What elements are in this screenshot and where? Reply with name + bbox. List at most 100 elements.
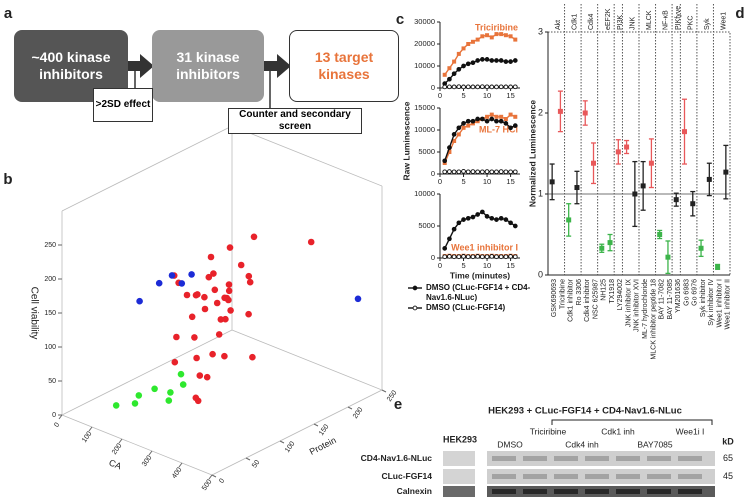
group-label: PI3K — [617, 14, 624, 30]
point — [245, 272, 253, 280]
marker — [498, 58, 504, 63]
y-tick-label: 15000 — [414, 103, 435, 112]
z-axis-label: Cell viability — [28, 287, 39, 340]
marker — [503, 169, 509, 175]
x-tick-label: 300 — [141, 454, 153, 468]
point — [624, 144, 630, 150]
flow-box: 31 kinase inhibitors — [152, 30, 264, 102]
y-tick-label: 100 — [284, 440, 296, 454]
x-axis-label: CA — [108, 457, 123, 471]
point — [196, 372, 204, 379]
x-tick — [208, 474, 213, 480]
marker — [465, 169, 471, 175]
x-axis-label: Time (minutes) — [450, 270, 510, 280]
y-tick — [381, 389, 387, 393]
group-label: JNK — [630, 16, 637, 30]
x-tick-label: Syk inhibitor IV — [708, 279, 715, 326]
marker — [456, 169, 462, 175]
marker — [503, 121, 509, 126]
marker — [494, 169, 499, 175]
marker — [498, 84, 504, 90]
marker — [489, 35, 494, 40]
x-tick-label: TX1918 — [609, 279, 616, 304]
x-tick-label: Syk inhibitor — [700, 278, 707, 317]
marker — [503, 84, 509, 90]
box-edge — [211, 389, 383, 476]
band — [523, 474, 547, 479]
band — [647, 456, 671, 461]
x-tick-label: 0 — [438, 91, 442, 100]
y-tick-label: 1 — [538, 188, 543, 198]
series-annotation: Triciribine — [475, 22, 518, 32]
series-line — [444, 211, 516, 249]
point — [171, 358, 179, 366]
marker — [512, 84, 518, 90]
marker — [480, 169, 485, 175]
marker — [512, 169, 518, 175]
marker — [485, 114, 490, 119]
x-tick — [118, 438, 123, 444]
band — [585, 474, 609, 479]
marker — [484, 84, 490, 90]
x-tick-label: Ro 3306 — [576, 279, 583, 306]
size-marker: 65 — [723, 453, 733, 463]
point — [155, 279, 163, 287]
marker — [480, 84, 485, 90]
row-label: CD4-Nav1.6-NLuc — [361, 453, 433, 463]
marker — [447, 236, 452, 242]
marker — [494, 217, 499, 222]
lane-label: Cdk4 inh — [565, 439, 599, 449]
y-tick-label: 3 — [538, 26, 543, 36]
x-tick-label: NSC 625987 — [592, 279, 599, 319]
y-tick — [245, 457, 251, 461]
marker — [442, 158, 448, 164]
group-label: Wee1 — [721, 12, 728, 30]
x-tick-label: 15 — [506, 177, 514, 186]
point — [205, 273, 213, 281]
marker — [494, 118, 499, 124]
point — [632, 191, 638, 197]
marker — [512, 58, 518, 63]
y-tick-label: 0 — [538, 269, 543, 279]
marker — [461, 169, 466, 174]
box-edge — [231, 329, 383, 391]
marker — [484, 169, 490, 174]
marker — [494, 114, 499, 119]
y-axis-label: Raw Luminescence — [401, 101, 411, 180]
marker — [465, 118, 471, 124]
panel-label: c — [396, 11, 404, 28]
size-marker: 45 — [723, 471, 733, 481]
marker — [508, 254, 513, 259]
marker — [447, 150, 452, 154]
marker — [508, 84, 513, 90]
point — [566, 217, 572, 223]
marker — [442, 246, 448, 251]
marker — [452, 59, 457, 64]
criterion: Counter and secondary screen — [228, 108, 362, 134]
series-annotation: ML-7 HCl — [479, 124, 518, 134]
x-tick-label: Triciribine — [559, 279, 566, 309]
marker — [470, 214, 476, 220]
x-tick-label: 400 — [171, 466, 183, 480]
point — [690, 201, 696, 207]
point — [557, 108, 563, 114]
point — [354, 295, 362, 303]
point — [657, 232, 663, 237]
marker — [470, 84, 476, 90]
marker — [451, 71, 457, 77]
series-line — [444, 58, 516, 85]
series-annotation: Wee1 inhibitor I — [451, 242, 518, 252]
series-line — [444, 33, 516, 76]
unit-label: kD — [722, 436, 734, 446]
arrow-shaft — [126, 61, 142, 71]
panel-label: e — [394, 396, 402, 413]
series-line — [444, 113, 516, 164]
marker — [461, 254, 466, 259]
y-tick-label: 0 — [431, 83, 435, 92]
marker — [451, 84, 457, 90]
point — [151, 385, 158, 393]
y-tick — [279, 440, 285, 444]
point — [582, 110, 588, 116]
marker — [475, 212, 480, 217]
